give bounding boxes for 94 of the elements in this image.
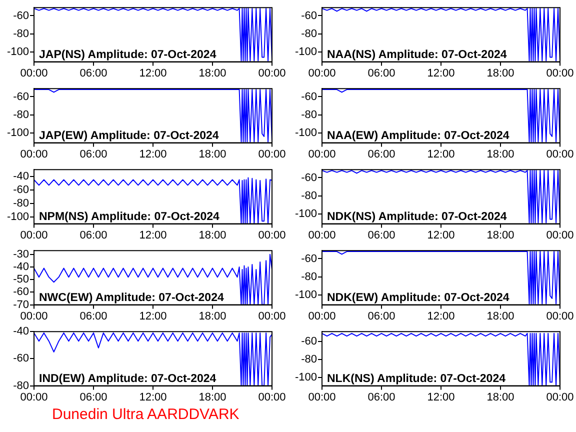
y-tick-label: -60 (301, 252, 317, 265)
x-tick-label: 06:00 (368, 229, 396, 242)
x-tick-label: 12:00 (427, 67, 455, 80)
y-tick-label: -80 (301, 28, 317, 40)
x-tick-label: 12:00 (427, 229, 455, 242)
x-tick-label: 18:00 (198, 310, 226, 322)
x-tick-label: 18:00 (486, 310, 514, 322)
x-tick-label: 00:00 (546, 310, 574, 322)
x-tick-label: 00:00 (258, 391, 286, 404)
text: JAP(NS) Amplitude: 07-Oct-2024 (39, 49, 217, 62)
x-tick-label: 00:00 (308, 148, 336, 160)
x-tick-label: 00:00 (20, 67, 48, 80)
y-tick-label: -80 (13, 108, 29, 121)
x-tick-label: 00:00 (20, 391, 48, 404)
x-tick-label: 18:00 (198, 391, 226, 404)
x-tick-label: 06:00 (368, 391, 396, 404)
y-tick-label: -100 (294, 126, 317, 139)
y-tick-label: -100 (294, 46, 317, 58)
y-tick-label: -80 (301, 270, 317, 283)
text: JAP(EW) Amplitude: 07-Oct-2024 (39, 130, 220, 142)
y-tick-label: -60 (301, 172, 317, 184)
y-tick-label: -70 (13, 298, 29, 311)
y-tick-label: -60 (13, 90, 29, 103)
x-tick-label: 00:00 (308, 391, 336, 404)
x-tick-label: 06:00 (368, 148, 396, 160)
x-tick-label: 12:00 (139, 148, 167, 160)
x-tick-label: 00:00 (258, 148, 286, 160)
y-tick-label: -40 (13, 326, 29, 338)
x-tick-label: 00:00 (258, 67, 286, 80)
text: NAA(EW) Amplitude: 07-Oct-2024 (327, 130, 510, 142)
y-tick-label: -60 (13, 286, 29, 298)
x-tick-label: 06:00 (80, 67, 108, 80)
x-tick-label: 00:00 (308, 310, 336, 322)
x-tick-label: 12:00 (139, 310, 167, 322)
text: NPM(NS) Amplitude: 07-Oct-2024 (39, 211, 220, 224)
x-tick-label: 00:00 (546, 229, 574, 242)
x-tick-label: 18:00 (486, 148, 514, 160)
y-tick-label: -100 (6, 46, 29, 58)
text: Dunedin Ultra AARDDVARK (51, 405, 240, 425)
x-tick-label: 12:00 (139, 391, 167, 404)
y-tick-label: -40 (13, 261, 29, 274)
x-tick-label: 06:00 (80, 391, 108, 404)
y-tick-label: -60 (13, 352, 29, 365)
x-tick-label: 00:00 (20, 310, 48, 322)
x-tick-label: 00:00 (20, 229, 48, 242)
x-tick-label: 12:00 (427, 148, 455, 160)
y-tick-label: -60 (13, 184, 29, 196)
x-tick-label: 00:00 (308, 67, 336, 80)
x-tick-label: 06:00 (368, 67, 396, 80)
x-tick-label: 18:00 (486, 229, 514, 242)
x-tick-label: 06:00 (368, 310, 396, 322)
y-tick-label: -60 (301, 90, 317, 103)
x-tick-label: 12:00 (427, 310, 455, 322)
x-tick-label: 00:00 (546, 67, 574, 80)
x-tick-label: 18:00 (486, 67, 514, 80)
x-tick-label: 18:00 (198, 229, 226, 242)
y-tick-label: -100 (6, 211, 29, 224)
text: NWC(EW) Amplitude: 07-Oct-2024 (39, 292, 224, 304)
y-tick-label: -40 (13, 170, 29, 182)
x-tick-label: 12:00 (139, 67, 167, 80)
y-tick-label: -60 (13, 10, 29, 22)
x-tick-label: 18:00 (198, 148, 226, 160)
y-tick-label: -100 (6, 126, 29, 139)
x-tick-label: 00:00 (258, 310, 286, 322)
x-tick-label: 18:00 (198, 67, 226, 80)
x-tick-label: 00:00 (546, 148, 574, 160)
y-tick-label: -80 (301, 354, 317, 366)
y-tick-label: -80 (13, 380, 29, 392)
x-tick-label: 00:00 (258, 229, 286, 242)
x-tick-label: 00:00 (546, 391, 574, 404)
x-tick-label: 12:00 (427, 391, 455, 404)
text: IND(EW) Amplitude: 07-Oct-2024 (39, 373, 217, 386)
y-tick-label: -80 (301, 190, 317, 202)
y-tick-label: -30 (13, 248, 29, 260)
text: NLK(NS) Amplitude: 07-Oct-2024 (327, 373, 506, 386)
x-tick-label: 12:00 (139, 229, 167, 242)
y-tick-label: -50 (13, 274, 29, 286)
y-tick-label: -100 (294, 208, 317, 220)
y-tick-label: -100 (294, 372, 317, 384)
x-tick-label: 00:00 (308, 229, 336, 242)
text: NDK(NS) Amplitude: 07-Oct-2024 (327, 211, 508, 224)
y-tick-label: -80 (301, 108, 317, 121)
x-tick-label: 06:00 (80, 148, 108, 160)
y-tick-label: -100 (294, 288, 317, 301)
x-tick-label: 18:00 (486, 391, 514, 404)
y-tick-label: -80 (13, 198, 29, 210)
text: NAA(NS) Amplitude: 07-Oct-2024 (327, 49, 508, 62)
y-tick-label: -60 (301, 10, 317, 22)
y-tick-label: -80 (13, 28, 29, 40)
y-tick-label: -60 (301, 336, 317, 348)
text: NDK(EW) Amplitude: 07-Oct-2024 (327, 292, 510, 304)
x-tick-label: 06:00 (80, 229, 108, 242)
x-tick-label: 00:00 (20, 148, 48, 160)
x-tick-label: 06:00 (80, 310, 108, 322)
